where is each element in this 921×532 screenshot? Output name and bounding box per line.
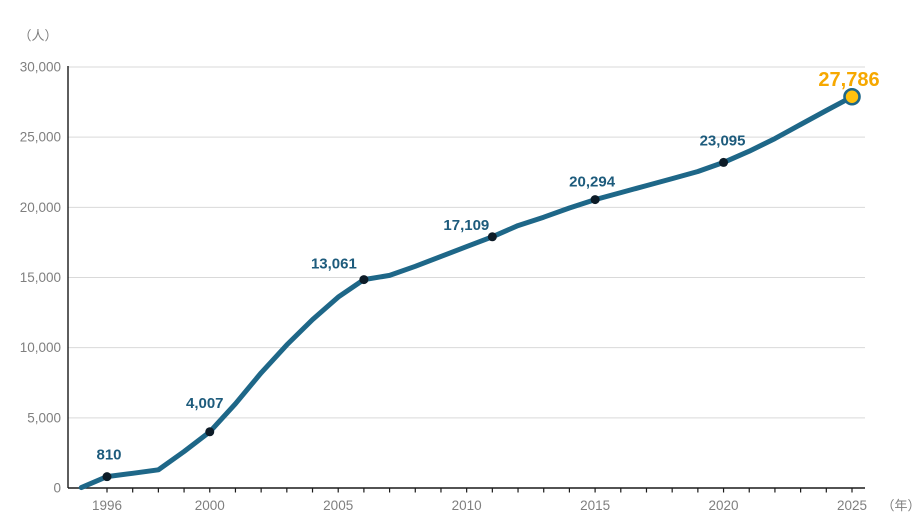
x-tick-label: 2000: [195, 498, 225, 513]
gridlines-layer: [68, 66, 865, 419]
x-axis-unit-label: （年）: [881, 498, 920, 513]
data-line: [78, 94, 855, 491]
x-tick-label: 2015: [580, 498, 610, 513]
y-tick-label: 25,000: [20, 130, 61, 145]
x-tick-label: 2020: [709, 498, 739, 513]
highlight-data-point: [843, 87, 861, 106]
y-tick-label: 10,000: [20, 340, 61, 355]
series-layer: [78, 87, 861, 491]
data-point: [487, 232, 497, 242]
data-point-label: 810: [96, 447, 121, 464]
x-tick-label: 1996: [92, 498, 122, 513]
data-point-label: 20,294: [569, 174, 616, 191]
data-point-label: 23,095: [700, 132, 746, 149]
data-point: [719, 157, 729, 167]
axes-layer: 0 5,000 10,000 15,000 20,000 25,000 30,000 1996…: [20, 60, 867, 514]
y-tick-label: 15,000: [20, 270, 61, 285]
data-point: [590, 195, 600, 205]
data-point: [102, 472, 112, 482]
y-tick-label: 5,000: [27, 410, 61, 425]
data-point-label: 4,007: [186, 395, 224, 412]
y-tick-label: 30,000: [20, 60, 61, 75]
data-labels-layer: 810 4,007 13,061 17,109 20,294 23,095 27,786: [96, 69, 879, 464]
data-point: [359, 275, 369, 285]
y-tick-label: 0: [53, 481, 61, 496]
x-tick-label: 2025: [837, 498, 867, 513]
x-tick-label: 2010: [452, 498, 482, 513]
y-axis-unit-label: （人）: [18, 28, 57, 43]
data-point: [205, 427, 215, 437]
x-tick-label: 2005: [323, 498, 353, 513]
data-point-label: 27,786: [818, 69, 879, 91]
data-point-label: 13,061: [311, 256, 357, 273]
data-point-label: 17,109: [443, 217, 489, 234]
y-tick-label: 20,000: [20, 200, 61, 215]
